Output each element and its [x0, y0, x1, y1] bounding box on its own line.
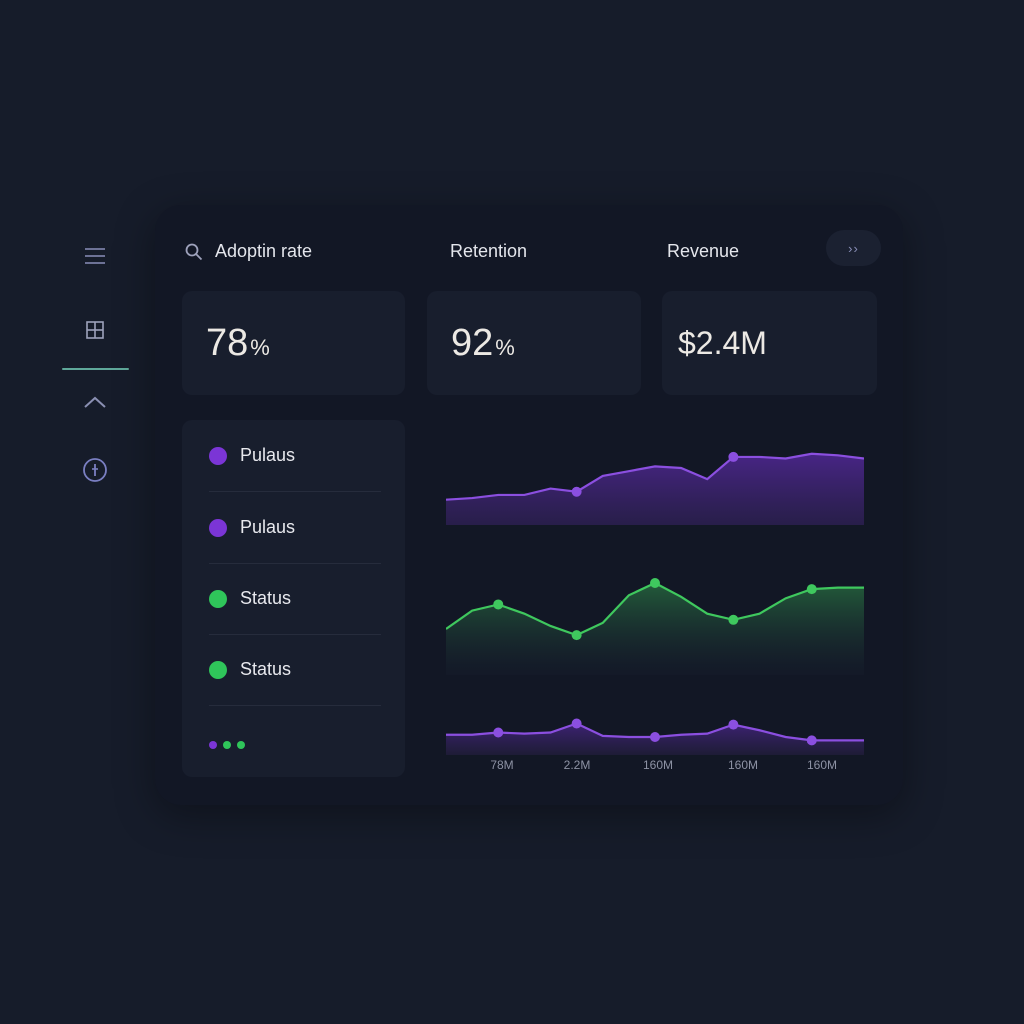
list-item-label: Pulaus: [240, 445, 296, 465]
more-button[interactable]: ››: [826, 230, 881, 266]
divider: [209, 705, 381, 706]
status-list: Pulaus Pulaus Status Status: [182, 420, 405, 777]
dashboard-panel: Adoptin rate Retention Revenue ›› 78% 92…: [155, 205, 903, 805]
data-point-marker[interactable]: [493, 599, 504, 610]
x-axis-labels: 78M 2.2M 160M 160M 160M: [446, 758, 864, 774]
chart-green-middle: [446, 578, 864, 675]
list-item-label: Status: [240, 659, 292, 679]
data-point-marker[interactable]: [728, 451, 739, 462]
grid-icon[interactable]: [82, 317, 108, 343]
metric-value: 78%: [206, 321, 270, 364]
status-dot: [209, 518, 227, 537]
divider: [209, 491, 381, 492]
list-item[interactable]: Status: [209, 634, 381, 705]
status-dot: [209, 660, 227, 679]
divider: [209, 563, 381, 564]
page-dot[interactable]: [237, 741, 245, 749]
info-icon[interactable]: [82, 457, 108, 483]
data-point-marker[interactable]: [571, 486, 582, 497]
charts-area: [446, 451, 864, 755]
x-label: 160M: [806, 758, 838, 772]
header-label: Adoptin rate: [215, 241, 313, 261]
metric-value: 92%: [451, 321, 515, 364]
active-nav-indicator: [62, 368, 129, 370]
data-point-marker[interactable]: [806, 735, 817, 746]
divider: [209, 634, 381, 635]
header-revenue: Revenue: [667, 241, 739, 262]
data-point-marker[interactable]: [650, 578, 660, 588]
list-item-label: Status: [240, 588, 292, 608]
list-item-label: Pulaus: [240, 517, 296, 537]
chart-purple-top: [446, 451, 864, 525]
menu-icon[interactable]: [82, 243, 108, 269]
metric-value: $2.4M: [678, 324, 767, 361]
data-point-marker[interactable]: [493, 727, 504, 738]
header-adoption: Adoptin rate: [185, 241, 312, 262]
header-label: Revenue: [667, 241, 740, 261]
x-label: 2.2M: [563, 758, 591, 772]
x-label: 78M: [490, 758, 514, 772]
metric-card-revenue[interactable]: $2.4M: [662, 291, 877, 395]
data-point-marker[interactable]: [728, 719, 739, 730]
header-label: Retention: [450, 241, 528, 261]
page-dot[interactable]: [223, 741, 231, 749]
search-icon[interactable]: [185, 243, 203, 261]
metric-card-retention[interactable]: 92%: [427, 291, 641, 395]
status-dot: [209, 446, 227, 465]
data-point-marker[interactable]: [571, 630, 582, 641]
page-dot[interactable]: [209, 741, 217, 749]
header-retention: Retention: [450, 241, 527, 262]
x-label: 160M: [642, 758, 674, 772]
list-item[interactable]: Pulaus: [209, 492, 381, 563]
data-point-marker[interactable]: [806, 584, 817, 595]
list-item[interactable]: Pulaus: [209, 420, 381, 491]
list-item[interactable]: Status: [209, 563, 381, 634]
data-point-marker[interactable]: [650, 732, 660, 742]
double-chevron-right-icon: ››: [848, 240, 859, 256]
pagination-dots[interactable]: [209, 741, 245, 749]
chart-purple-bottom: [446, 718, 864, 755]
metric-card-adoption[interactable]: 78%: [182, 291, 405, 395]
data-point-marker[interactable]: [571, 718, 582, 729]
chevron-up-icon[interactable]: [82, 389, 108, 415]
status-dot: [209, 589, 227, 608]
x-label: 160M: [727, 758, 759, 772]
data-point-marker[interactable]: [728, 614, 739, 625]
